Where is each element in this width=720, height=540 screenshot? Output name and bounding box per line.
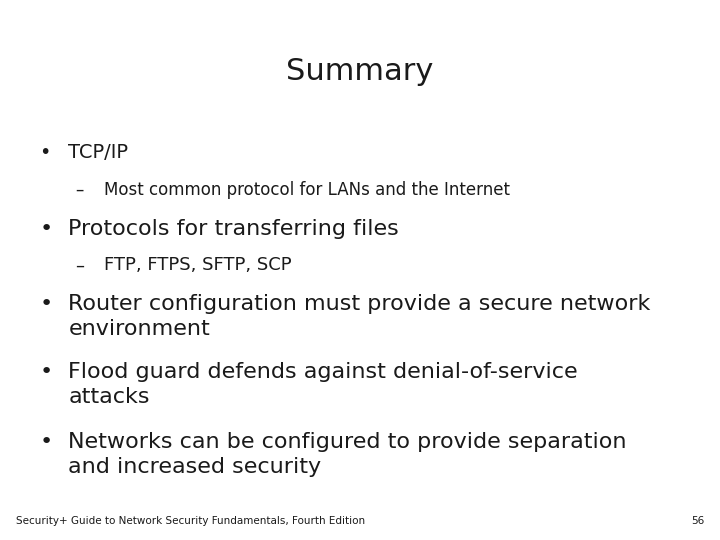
Text: FTP, FTPS, SFTP, SCP: FTP, FTPS, SFTP, SCP: [104, 256, 292, 274]
Text: Protocols for transferring files: Protocols for transferring files: [68, 219, 399, 239]
Text: Networks can be configured to provide separation
and increased security: Networks can be configured to provide se…: [68, 432, 627, 477]
Text: Router configuration must provide a secure network
environment: Router configuration must provide a secu…: [68, 294, 651, 339]
Text: TCP/IP: TCP/IP: [68, 143, 128, 162]
Text: Summary: Summary: [287, 57, 433, 86]
Text: –: –: [76, 181, 84, 199]
Text: Most common protocol for LANs and the Internet: Most common protocol for LANs and the In…: [104, 181, 510, 199]
Text: •: •: [40, 294, 53, 314]
Text: •: •: [40, 219, 53, 239]
Text: •: •: [40, 362, 53, 382]
Text: •: •: [40, 143, 51, 162]
Text: 56: 56: [691, 516, 704, 526]
Text: –: –: [76, 256, 85, 274]
Text: Security+ Guide to Network Security Fundamentals, Fourth Edition: Security+ Guide to Network Security Fund…: [16, 516, 365, 526]
Text: •: •: [40, 432, 53, 452]
Text: Flood guard defends against denial-of-service
attacks: Flood guard defends against denial-of-se…: [68, 362, 578, 407]
